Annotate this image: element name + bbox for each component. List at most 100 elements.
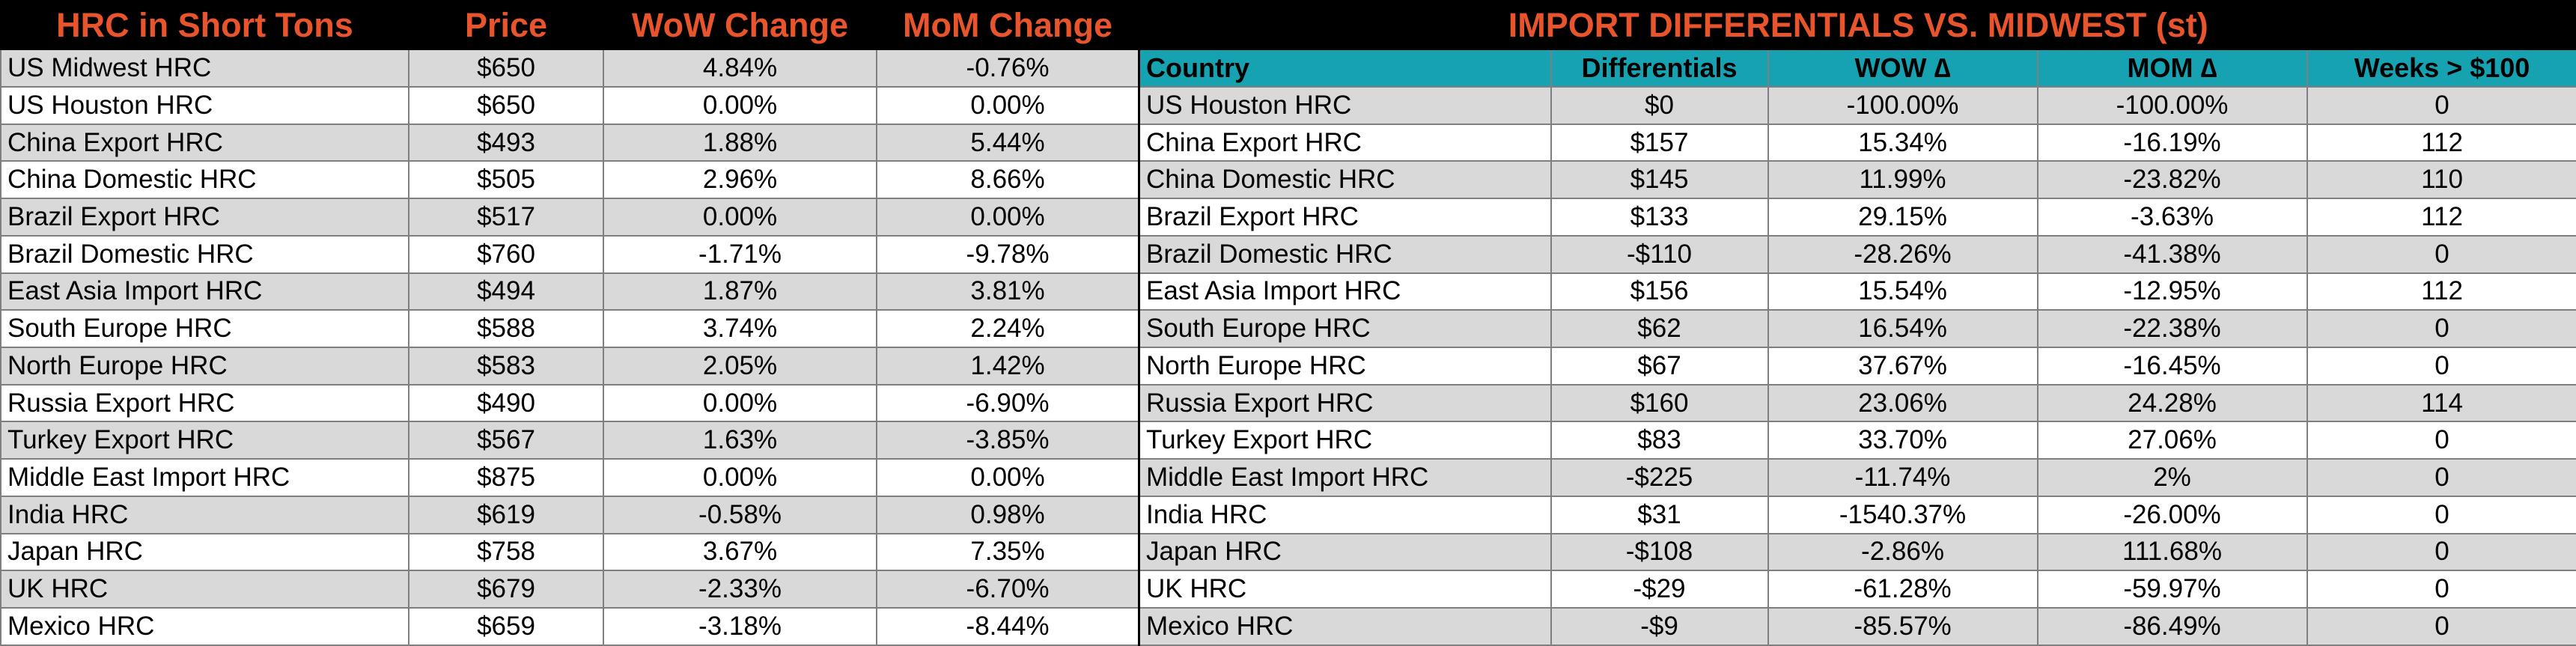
weeks-over-100-cell: 0 bbox=[2306, 85, 2576, 125]
country-cell: China Domestic HRC bbox=[1138, 160, 1552, 200]
wow-change-cell: 4.84% bbox=[603, 49, 877, 88]
header-mom-delta: MOM ∆ bbox=[2036, 49, 2308, 88]
table-row: Mexico HRC -$9 -85.57% -86.49% 0 bbox=[1138, 607, 2576, 646]
weeks-over-100-cell: 0 bbox=[2306, 347, 2576, 386]
weeks-over-100-cell: 0 bbox=[2306, 532, 2576, 572]
wow-delta-cell: -61.28% bbox=[1767, 570, 2038, 609]
table-row: China Domestic HRC $145 11.99% -23.82% 110 bbox=[1138, 160, 2576, 200]
country-cell: East Asia Import HRC bbox=[1138, 272, 1552, 311]
differential-cell: $62 bbox=[1550, 309, 1769, 349]
mom-change-cell: 8.66% bbox=[876, 160, 1139, 200]
market-name-cell: Brazil Domestic HRC bbox=[0, 234, 409, 274]
country-cell: Turkey Export HRC bbox=[1138, 421, 1552, 460]
mom-change-cell: 2.24% bbox=[876, 309, 1139, 349]
differential-cell: $133 bbox=[1550, 198, 1769, 237]
wow-change-cell: -2.33% bbox=[603, 570, 877, 609]
table-row: Turkey Export HRC $567 1.63% -3.85% bbox=[0, 421, 1139, 460]
table-row: Brazil Export HRC $517 0.00% 0.00% bbox=[0, 198, 1139, 237]
mom-delta-cell: -22.38% bbox=[2036, 309, 2308, 349]
import-differentials-header-row: Country Differentials WOW ∆ MOM ∆ Weeks … bbox=[1138, 49, 2576, 88]
mom-change-cell: 0.98% bbox=[876, 495, 1139, 534]
wow-change-cell: 1.87% bbox=[603, 272, 877, 311]
market-name-cell: Brazil Export HRC bbox=[0, 198, 409, 237]
header-weeks-over-100: Weeks > $100 bbox=[2306, 49, 2576, 88]
country-cell: US Houston HRC bbox=[1138, 85, 1552, 125]
wow-delta-cell: -1540.37% bbox=[1767, 495, 2038, 534]
price-cell: $875 bbox=[408, 458, 604, 497]
table-row: China Domestic HRC $505 2.96% 8.66% bbox=[0, 160, 1139, 200]
wow-delta-cell: 11.99% bbox=[1767, 160, 2038, 200]
table-row: Middle East Import HRC -$225 -11.74% 2% 0 bbox=[1138, 458, 2576, 497]
market-name-cell: China Export HRC bbox=[0, 123, 409, 162]
market-name-cell: East Asia Import HRC bbox=[0, 272, 409, 311]
mom-delta-cell: 2% bbox=[2036, 458, 2308, 497]
table-row: India HRC $619 -0.58% 0.98% bbox=[0, 495, 1139, 534]
table-row: US Houston HRC $650 0.00% 0.00% bbox=[0, 85, 1139, 125]
mom-change-cell: -0.76% bbox=[876, 49, 1139, 88]
table-row: Japan HRC $758 3.67% 7.35% bbox=[0, 532, 1139, 572]
price-cell: $494 bbox=[408, 272, 604, 311]
weeks-over-100-cell: 0 bbox=[2306, 309, 2576, 349]
table-row: China Export HRC $493 1.88% 5.44% bbox=[0, 123, 1139, 162]
country-cell: South Europe HRC bbox=[1138, 309, 1552, 349]
wow-delta-cell: 15.34% bbox=[1767, 123, 2038, 162]
table-row: Brazil Domestic HRC $760 -1.71% -9.78% bbox=[0, 234, 1139, 274]
mom-change-cell: 0.00% bbox=[876, 198, 1139, 237]
market-name-cell: US Midwest HRC bbox=[0, 49, 409, 88]
table-row: US Houston HRC $0 -100.00% -100.00% 0 bbox=[1138, 85, 2576, 125]
differential-cell: $83 bbox=[1550, 421, 1769, 460]
mom-delta-cell: -59.97% bbox=[2036, 570, 2308, 609]
mom-change-cell: -3.85% bbox=[876, 421, 1139, 460]
table-row: China Export HRC $157 15.34% -16.19% 112 bbox=[1138, 123, 2576, 162]
mom-change-cell: -6.70% bbox=[876, 570, 1139, 609]
mom-delta-cell: -41.38% bbox=[2036, 234, 2308, 274]
table-row: North Europe HRC $583 2.05% 1.42% bbox=[0, 347, 1139, 386]
mom-delta-cell: -26.00% bbox=[2036, 495, 2308, 534]
country-cell: Brazil Export HRC bbox=[1138, 198, 1552, 237]
mom-change-cell: -6.90% bbox=[876, 383, 1139, 423]
price-cell: $619 bbox=[408, 495, 604, 534]
wow-change-cell: 0.00% bbox=[603, 85, 877, 125]
mom-delta-cell: -16.19% bbox=[2036, 123, 2308, 162]
market-name-cell: Middle East Import HRC bbox=[0, 458, 409, 497]
price-cell: $517 bbox=[408, 198, 604, 237]
wow-change-cell: -1.71% bbox=[603, 234, 877, 274]
wow-change-cell: -0.58% bbox=[603, 495, 877, 534]
country-cell: Japan HRC bbox=[1138, 532, 1552, 572]
price-cell: $567 bbox=[408, 421, 604, 460]
mom-change-cell: 7.35% bbox=[876, 532, 1139, 572]
differential-cell: $160 bbox=[1550, 383, 1769, 423]
header-wow-delta: WOW ∆ bbox=[1767, 49, 2038, 88]
mom-delta-cell: -100.00% bbox=[2036, 85, 2308, 125]
mom-change-cell: 0.00% bbox=[876, 458, 1139, 497]
weeks-over-100-cell: 0 bbox=[2306, 495, 2576, 534]
price-cell: $490 bbox=[408, 383, 604, 423]
wow-change-cell: 1.88% bbox=[603, 123, 877, 162]
header-hrc-short-tons: HRC in Short Tons bbox=[0, 0, 409, 51]
differential-cell: -$9 bbox=[1550, 607, 1769, 646]
weeks-over-100-cell: 0 bbox=[2306, 421, 2576, 460]
mom-change-cell: 5.44% bbox=[876, 123, 1139, 162]
market-name-cell: China Domestic HRC bbox=[0, 160, 409, 200]
weeks-over-100-cell: 114 bbox=[2306, 383, 2576, 423]
market-name-cell: Mexico HRC bbox=[0, 607, 409, 646]
mom-delta-cell: 27.06% bbox=[2036, 421, 2308, 460]
mom-delta-cell: -23.82% bbox=[2036, 160, 2308, 200]
table-row: Middle East Import HRC $875 0.00% 0.00% bbox=[0, 458, 1139, 497]
table-row: Russia Export HRC $490 0.00% -6.90% bbox=[0, 383, 1139, 423]
table-row: South Europe HRC $62 16.54% -22.38% 0 bbox=[1138, 309, 2576, 349]
price-cell: $679 bbox=[408, 570, 604, 609]
weeks-over-100-cell: 112 bbox=[2306, 123, 2576, 162]
table-row: Japan HRC -$108 -2.86% 111.68% 0 bbox=[1138, 532, 2576, 572]
differential-cell: $31 bbox=[1550, 495, 1769, 534]
country-cell: North Europe HRC bbox=[1138, 347, 1552, 386]
table-row: Mexico HRC $659 -3.18% -8.44% bbox=[0, 607, 1139, 646]
market-name-cell: Turkey Export HRC bbox=[0, 421, 409, 460]
price-cell: $650 bbox=[408, 85, 604, 125]
wow-change-cell: 3.67% bbox=[603, 532, 877, 572]
wow-delta-cell: 33.70% bbox=[1767, 421, 2038, 460]
weeks-over-100-cell: 0 bbox=[2306, 458, 2576, 497]
import-differentials-table: IMPORT DIFFERENTIALS VS. MIDWEST (st) Co… bbox=[1137, 0, 2576, 646]
country-cell: Middle East Import HRC bbox=[1138, 458, 1552, 497]
wow-delta-cell: 29.15% bbox=[1767, 198, 2038, 237]
